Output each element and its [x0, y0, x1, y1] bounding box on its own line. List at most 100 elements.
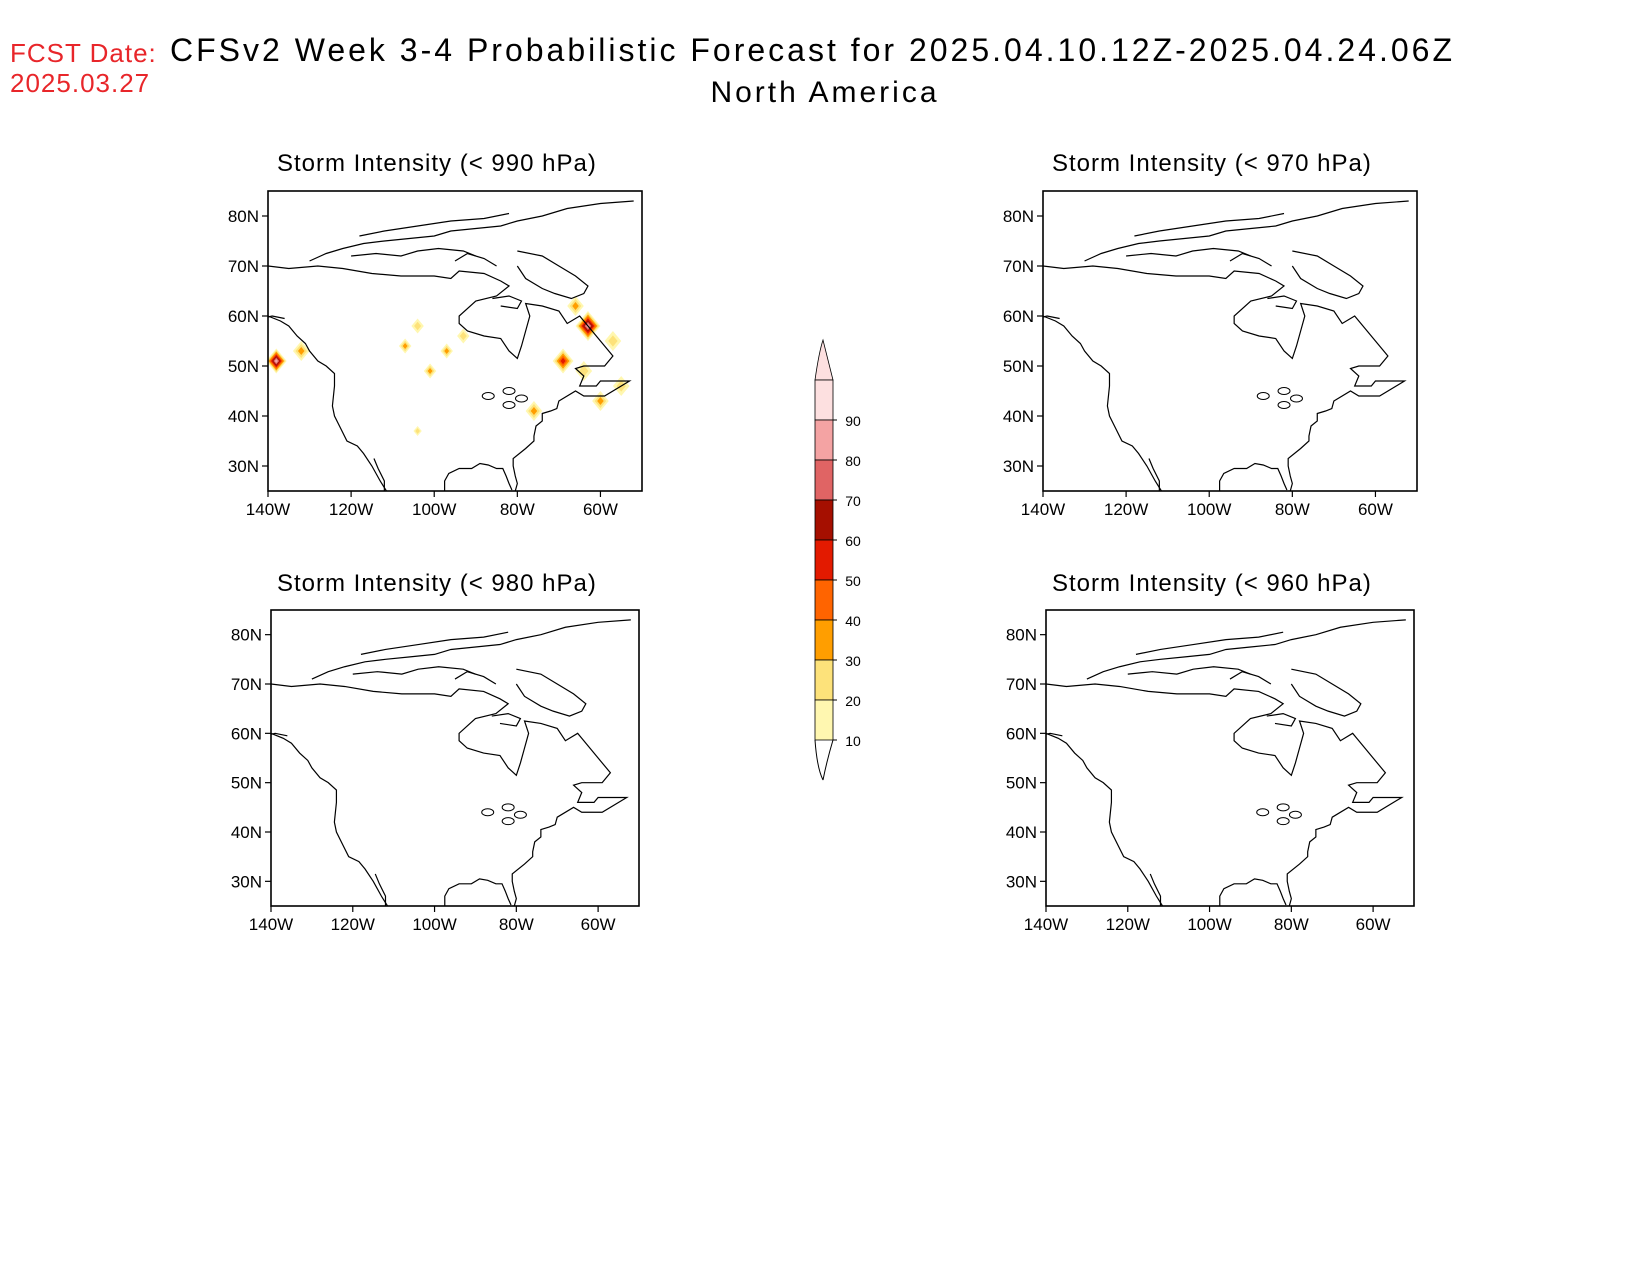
lat-tick-label: 30N — [1003, 457, 1034, 476]
probability-cell — [414, 321, 422, 331]
lon-tick-label: 60W — [1358, 500, 1393, 519]
coastline — [268, 315, 285, 320]
lat-tick-label: 30N — [228, 457, 259, 476]
lon-tick-label: 60W — [583, 500, 618, 519]
map-background — [1046, 610, 1414, 906]
lon-tick-label: 100W — [1187, 915, 1231, 934]
coastline — [268, 315, 387, 491]
coastline — [360, 631, 509, 655]
coastline — [444, 878, 512, 906]
lon-tick-label: 80W — [499, 915, 534, 934]
coastline — [311, 619, 631, 680]
fcst-date-value: 2025.03.27 — [10, 68, 151, 98]
lat-tick-label: 60N — [228, 307, 259, 326]
coastline — [1086, 619, 1406, 680]
lake-outline — [1256, 808, 1270, 817]
lon-tick-label: 120W — [1104, 500, 1148, 519]
lat-tick-label: 80N — [1006, 626, 1037, 645]
lat-tick-label: 70N — [228, 257, 259, 276]
colorbar-label: 30 — [845, 653, 861, 669]
coastline — [1266, 712, 1297, 727]
coastline — [1148, 458, 1160, 491]
probability-cell — [459, 331, 467, 341]
lake-outline — [1256, 392, 1270, 400]
colorbar-label: 10 — [845, 733, 861, 749]
lat-tick-label: 40N — [1003, 407, 1034, 426]
lat-tick-label: 30N — [231, 872, 262, 891]
lat-tick-label: 50N — [231, 774, 262, 793]
lake-outline — [1288, 810, 1302, 819]
panel-title: Storm Intensity (< 990 hPa) — [277, 150, 597, 177]
region-subtitle: North America — [710, 76, 940, 109]
coastline — [359, 212, 510, 237]
panel-title: Storm Intensity (< 960 hPa) — [1052, 570, 1372, 597]
lat-tick-label: 70N — [231, 675, 262, 694]
coastline — [1291, 250, 1364, 300]
lake-outline — [481, 392, 495, 400]
lat-tick-label: 80N — [231, 626, 262, 645]
lake-outline — [1277, 387, 1291, 395]
colorbar-label: 80 — [845, 453, 861, 469]
coastline — [1043, 265, 1407, 491]
lon-tick-label: 120W — [1106, 915, 1150, 934]
lon-tick-label: 140W — [249, 915, 293, 934]
colorbar-label: 60 — [845, 533, 861, 549]
colorbar-swatch — [814, 539, 834, 581]
coastline — [1134, 212, 1285, 237]
lat-tick-label: 40N — [231, 823, 262, 842]
colorbar-label: 40 — [845, 613, 861, 629]
coastline — [1229, 252, 1272, 267]
lon-tick-label: 80W — [500, 500, 535, 519]
colorbar-swatch — [814, 659, 834, 701]
colorbar-swatch — [814, 379, 834, 421]
colorbar-top-cap — [814, 338, 834, 381]
coastline — [352, 666, 476, 675]
coastline — [516, 250, 589, 300]
probability-cell — [402, 343, 408, 349]
lon-tick-label: 100W — [412, 500, 456, 519]
coastline — [373, 458, 385, 491]
coastline — [271, 683, 629, 906]
lat-tick-label: 60N — [1006, 724, 1037, 743]
coastline — [271, 732, 389, 906]
colorbar-label: 70 — [845, 493, 861, 509]
map-frame — [1045, 609, 1415, 907]
map-frame — [267, 190, 643, 492]
lake-outline — [1276, 803, 1290, 812]
coastline — [351, 247, 477, 257]
map-frame — [1042, 190, 1418, 492]
coastline — [1127, 666, 1251, 675]
coastline — [1219, 878, 1287, 906]
lat-tick-label: 60N — [231, 724, 262, 743]
probability-cell — [297, 347, 305, 355]
coastline — [515, 668, 587, 717]
lake-outline — [1277, 401, 1291, 409]
lon-tick-label: 100W — [412, 915, 456, 934]
lon-tick-label: 140W — [246, 500, 290, 519]
lat-tick-label: 50N — [1003, 357, 1034, 376]
map-background — [1043, 191, 1417, 491]
lat-tick-label: 50N — [228, 357, 259, 376]
map-panel: 80N 70N 60N 50N 40N 30N 140W 120W 100W 80W 60W — [1006, 609, 1415, 934]
map-frame — [270, 609, 640, 907]
lon-tick-label: 60W — [581, 915, 616, 934]
coastline — [454, 671, 497, 685]
probability-cell — [274, 359, 278, 363]
lake-outline — [514, 394, 528, 403]
probability-cell — [415, 428, 420, 434]
probability-cell — [608, 335, 618, 347]
panel-title: Storm Intensity (< 980 hPa) — [277, 570, 597, 597]
coastline — [1219, 462, 1288, 491]
probability-cell — [530, 407, 538, 415]
probability-cell — [572, 302, 579, 310]
coastline — [1229, 671, 1272, 685]
lat-tick-label: 80N — [228, 207, 259, 226]
colorbar-label: 20 — [845, 693, 861, 709]
map-background — [268, 191, 642, 491]
lake-outline — [1276, 817, 1290, 826]
lon-tick-label: 100W — [1187, 500, 1231, 519]
colorbar-label: 50 — [845, 573, 861, 589]
map-panel: 80N 70N 60N 50N 40N 30N 140W 120W 100W 80W 60W — [1003, 190, 1418, 519]
colorbar-swatch — [814, 419, 834, 461]
